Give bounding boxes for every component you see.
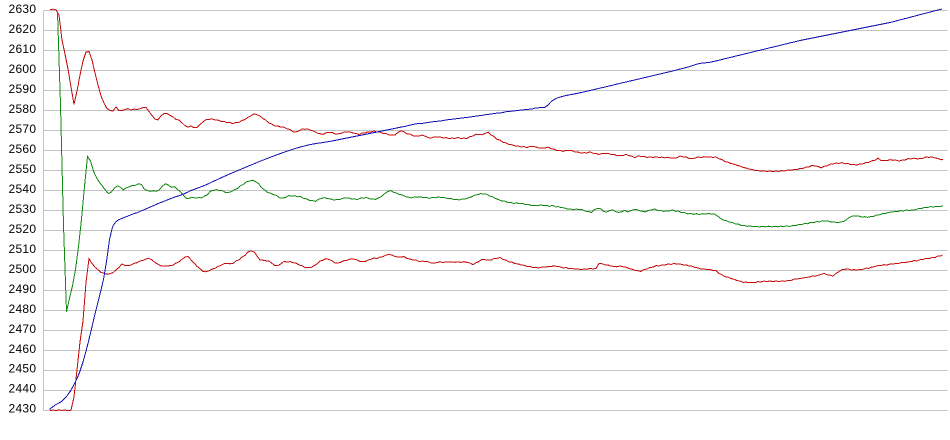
svg-text:2510: 2510 bbox=[8, 242, 36, 256]
svg-text:2530: 2530 bbox=[8, 202, 36, 216]
svg-text:2470: 2470 bbox=[8, 322, 36, 336]
svg-text:2520: 2520 bbox=[8, 222, 36, 236]
svg-text:2450: 2450 bbox=[8, 362, 36, 376]
svg-text:2570: 2570 bbox=[8, 122, 36, 136]
svg-text:2430: 2430 bbox=[8, 402, 36, 416]
svg-text:2550: 2550 bbox=[8, 162, 36, 176]
svg-text:2490: 2490 bbox=[8, 282, 36, 296]
svg-text:2540: 2540 bbox=[8, 182, 36, 196]
svg-text:2580: 2580 bbox=[8, 102, 36, 116]
svg-text:2630: 2630 bbox=[8, 2, 36, 16]
svg-text:2610: 2610 bbox=[8, 42, 36, 56]
svg-text:2560: 2560 bbox=[8, 142, 36, 156]
svg-text:2590: 2590 bbox=[8, 82, 36, 96]
svg-text:2620: 2620 bbox=[8, 22, 36, 36]
svg-text:2500: 2500 bbox=[8, 262, 36, 276]
svg-text:2480: 2480 bbox=[8, 302, 36, 316]
svg-text:2600: 2600 bbox=[8, 62, 36, 76]
svg-text:2460: 2460 bbox=[8, 342, 36, 356]
svg-text:2440: 2440 bbox=[8, 382, 36, 396]
